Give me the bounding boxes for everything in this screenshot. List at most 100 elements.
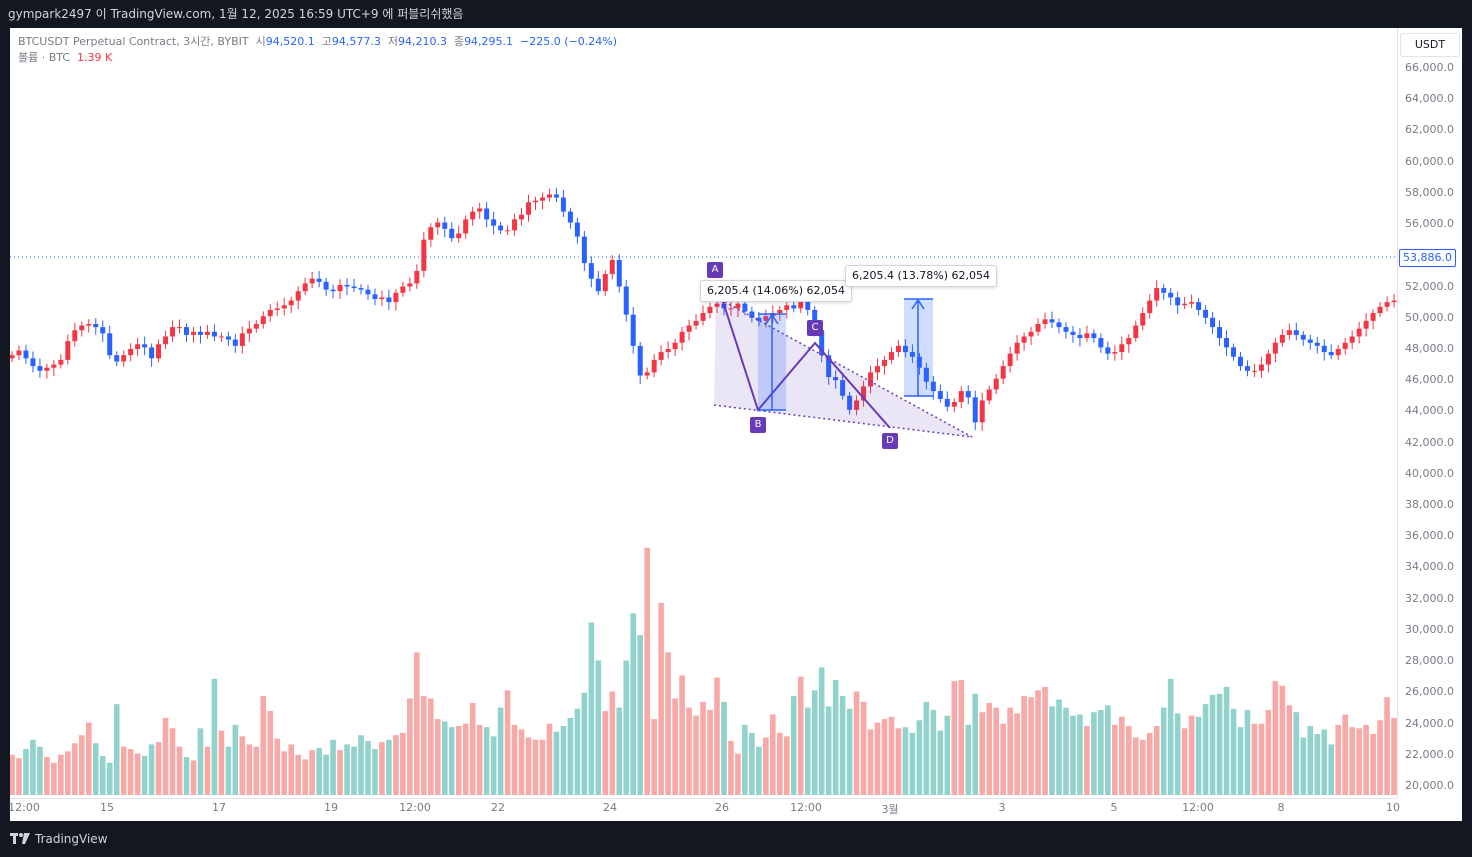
volume-bar	[1237, 727, 1244, 795]
candle-body	[135, 344, 141, 349]
candle-body	[72, 330, 78, 342]
volume-bar	[37, 746, 43, 795]
publish-text: gympark2497 이 TradingView.com, 1월 12, 20…	[8, 7, 464, 21]
volume-bar	[1132, 737, 1139, 795]
candle-body	[637, 345, 643, 376]
currency-button[interactable]: USDT	[1400, 33, 1460, 57]
volume-bar	[302, 759, 308, 795]
candle-body	[1098, 338, 1104, 348]
candle-body	[1196, 302, 1202, 310]
volume-bar	[874, 722, 881, 795]
volume-bar	[469, 703, 476, 795]
candle-body	[526, 202, 532, 215]
symbol-title[interactable]: BTCUSDT Perpetual Contract, 3시간, BYBIT	[18, 35, 249, 48]
candle-body	[79, 325, 85, 331]
volume-bar	[742, 724, 748, 795]
point-c-label[interactable]: C	[807, 320, 823, 336]
volume-label[interactable]: 볼륨 · BTC	[18, 51, 71, 64]
volume-bar	[825, 706, 832, 795]
volume-bar	[895, 728, 902, 795]
volume-bar	[944, 715, 951, 795]
point-a-label[interactable]: A	[707, 262, 723, 278]
volume-bar	[714, 677, 720, 795]
candle-body	[791, 305, 797, 309]
candle-body	[365, 289, 371, 295]
volume-bar	[1349, 727, 1355, 795]
volume-bar	[211, 678, 218, 795]
volume-bar	[930, 709, 937, 795]
candle-body	[51, 364, 57, 368]
volume-bar	[1370, 734, 1376, 795]
volume-bar	[169, 728, 176, 795]
candle-body	[149, 347, 155, 359]
volume-bar	[637, 635, 643, 795]
price-tick-label: 38,000.0	[1405, 498, 1454, 512]
volume-bar	[567, 717, 574, 795]
price-tick-label: 62,000.0	[1405, 123, 1454, 137]
high-value: 94,577.3	[331, 35, 381, 48]
candle-body	[309, 278, 315, 284]
candle-body	[358, 288, 364, 290]
volume-bar	[1363, 724, 1369, 795]
candle-body	[37, 366, 43, 371]
candle-body	[1217, 327, 1223, 339]
candle-body	[875, 366, 881, 373]
candle-body	[616, 259, 622, 287]
volume-bar	[358, 735, 364, 795]
candle-body	[560, 197, 566, 212]
candle-body	[1056, 322, 1062, 328]
candle-body	[1244, 366, 1250, 371]
volume-bar	[1251, 723, 1258, 795]
volume-bar	[811, 690, 818, 795]
candle-body	[930, 381, 936, 392]
candle-body	[1077, 334, 1083, 339]
candle-body	[1300, 334, 1306, 340]
candle-body	[1168, 292, 1174, 298]
candle-body	[602, 274, 608, 292]
candle-body	[316, 278, 322, 282]
volume-bar	[1300, 737, 1307, 795]
candle-body	[533, 200, 538, 203]
candle-body	[826, 355, 832, 378]
time-tick-label: 22	[491, 801, 505, 814]
candle-body	[833, 377, 839, 381]
candle-body	[1391, 300, 1397, 303]
candle-body	[302, 283, 308, 292]
candle-body	[1356, 328, 1362, 337]
candle-body	[267, 309, 273, 317]
volume-bar	[239, 736, 246, 795]
volume-bar	[1084, 726, 1090, 795]
volume-bar	[623, 660, 630, 795]
volume-bar	[1195, 716, 1202, 795]
volume-bar	[260, 696, 267, 795]
candle-body	[1147, 300, 1153, 314]
price-tick-label: 64,000.0	[1405, 92, 1454, 106]
candle-body	[1084, 333, 1090, 339]
volume-bar	[85, 722, 92, 795]
candle-body	[156, 344, 162, 359]
brand[interactable]: TradingView	[10, 832, 108, 846]
point-d-label[interactable]: D	[882, 433, 898, 449]
point-b-label[interactable]: B	[750, 417, 766, 433]
volume-bar	[630, 613, 637, 795]
candle-body	[246, 328, 252, 334]
volume-bar	[497, 707, 504, 795]
volume-bar	[979, 712, 986, 795]
volume-bar	[1098, 709, 1104, 795]
candle-body	[728, 308, 734, 310]
candle-body	[916, 356, 922, 368]
volume-bar	[804, 707, 811, 795]
chart-frame[interactable]	[10, 28, 1462, 821]
volume-bar	[434, 719, 441, 795]
candle-body	[114, 355, 120, 362]
candle-body	[58, 359, 64, 365]
candle-body	[735, 303, 741, 309]
candle-body	[484, 208, 490, 220]
volume-bar	[1216, 693, 1223, 795]
volume-bar	[1000, 723, 1006, 795]
candle-body	[979, 400, 985, 423]
candle-body	[93, 323, 99, 328]
volume-bar	[511, 724, 518, 795]
time-tick-label: 19	[324, 801, 338, 814]
